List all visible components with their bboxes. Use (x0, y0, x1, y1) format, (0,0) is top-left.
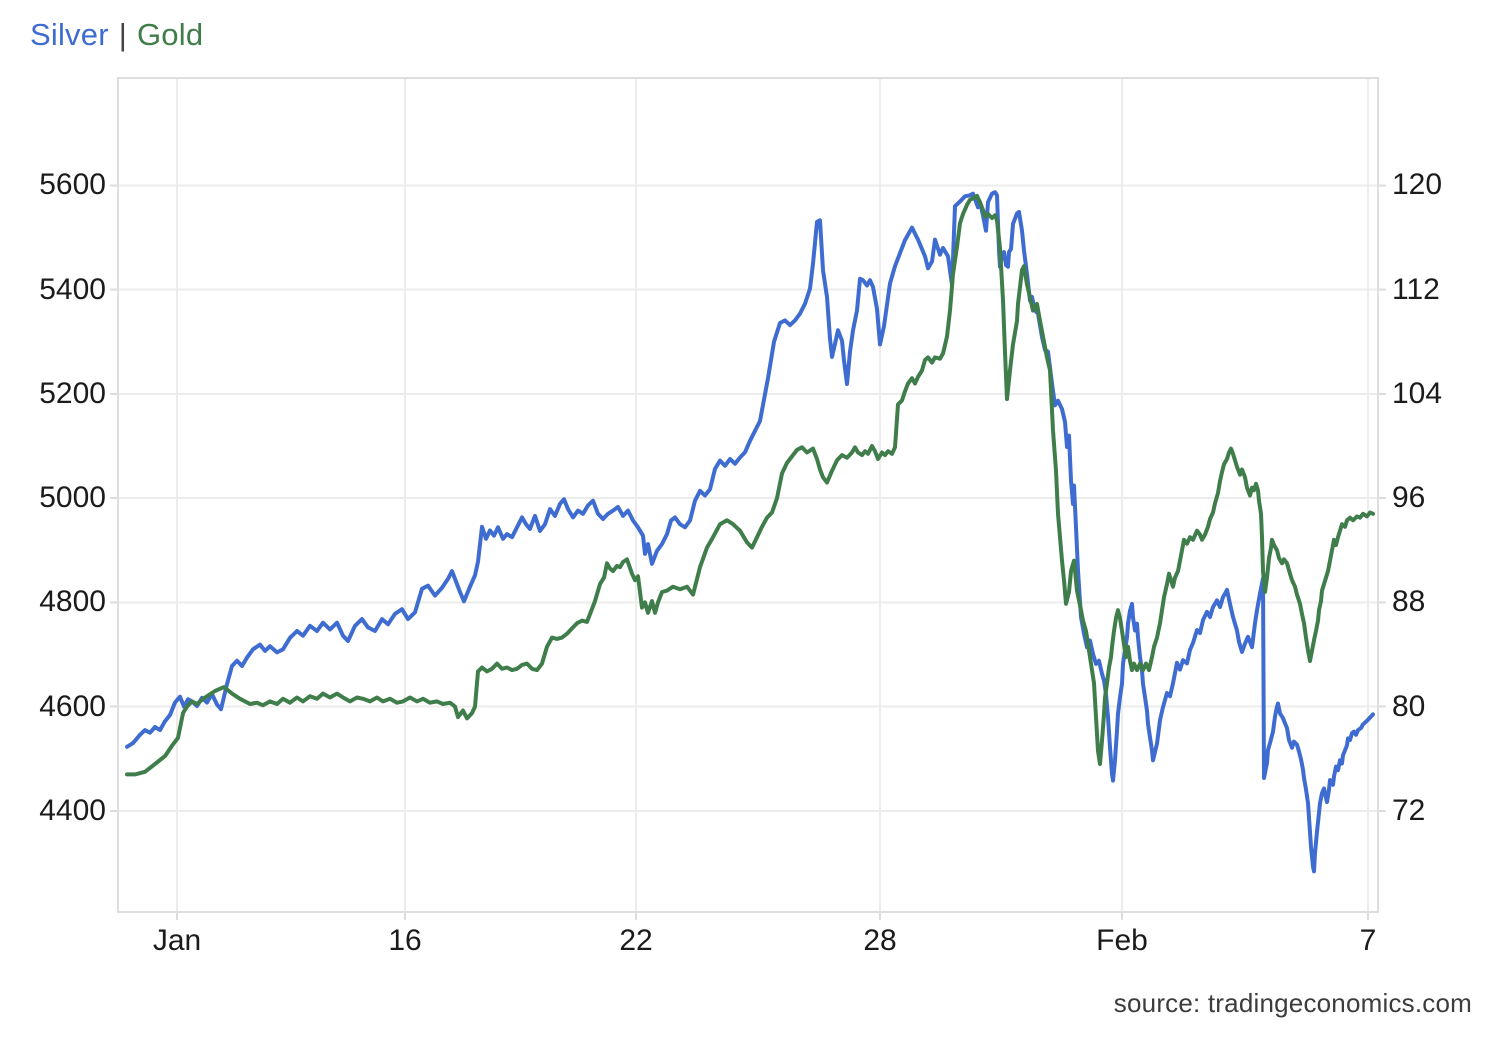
y-axis-label-left: 4600 (39, 689, 106, 723)
y-axis-label-left: 4800 (39, 585, 106, 619)
y-axis-label-right: 80 (1392, 689, 1426, 723)
y-axis-label-left: 5200 (39, 376, 106, 410)
y-axis-label-right: 96 (1392, 481, 1426, 515)
x-axis-label: 16 (388, 924, 422, 957)
source-credit[interactable]: source: tradingeconomics.com (1113, 988, 1472, 1018)
chart-canvas[interactable] (110, 77, 1386, 920)
y-axis-label-left: 5000 (39, 481, 106, 515)
x-axis-label: Jan (152, 924, 202, 957)
y-axis-label-right: 112 (1392, 272, 1440, 306)
y-axis-label-left: 5400 (39, 272, 106, 306)
legend: Silver | Gold (30, 16, 203, 54)
gold-series-line (125, 193, 1375, 777)
x-axis-label: Feb (1096, 924, 1148, 957)
y-axis-label-right: 88 (1392, 585, 1426, 619)
x-axis-label: 7 (1359, 924, 1377, 957)
x-axis-label: 28 (863, 924, 897, 957)
legend-item-silver[interactable]: Silver (30, 17, 109, 52)
silver-series-line (125, 190, 1375, 874)
y-axis-label-left: 4400 (39, 793, 106, 827)
y-axis-label-right: 120 (1392, 168, 1443, 202)
price-chart[interactable] (110, 77, 1386, 920)
legend-item-gold[interactable]: Gold (136, 17, 204, 52)
y-axis-label-left: 5600 (39, 168, 106, 202)
x-axis-label: 22 (619, 924, 653, 957)
y-axis-label-right: 104 (1392, 376, 1443, 410)
legend-separator: | (118, 17, 127, 52)
y-axis-label-right: 72 (1392, 793, 1426, 827)
